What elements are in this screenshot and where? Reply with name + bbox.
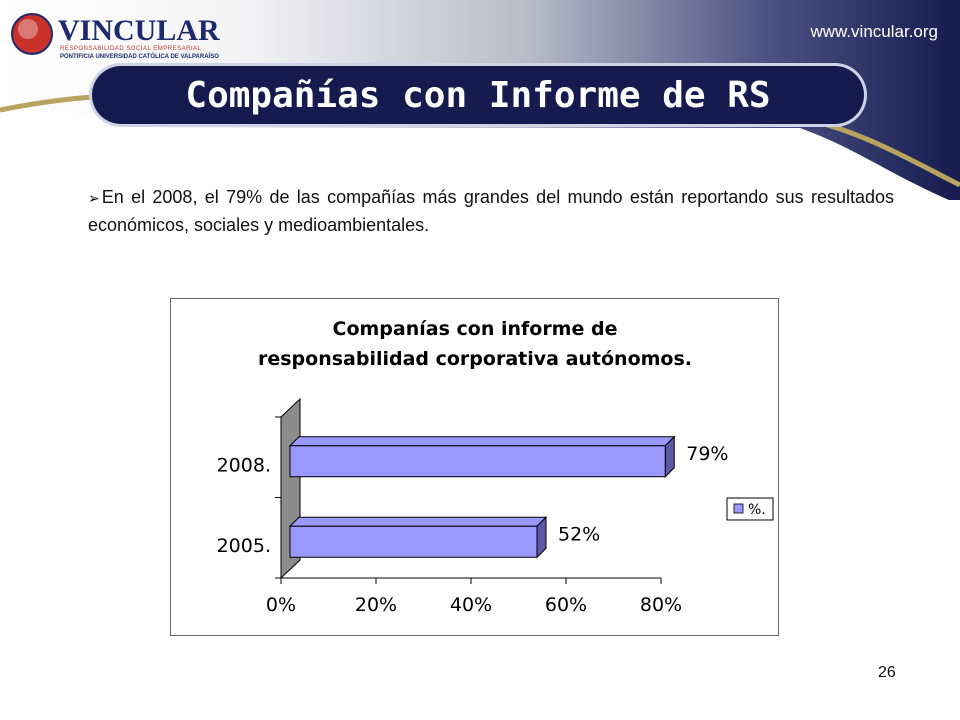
category-label: 2008.	[217, 454, 271, 476]
bar-top-face	[288, 436, 676, 447]
vincular-logo: VINCULAR RESPONSABILIDAD SOCIAL EMPRESAR…	[8, 6, 220, 66]
bullet-paragraph: ➢ En el 2008, el 79% de las compañías más…	[88, 184, 894, 239]
bar	[289, 525, 538, 558]
logo-university: PONTIFICIA UNIVERSIDAD CATÓLICA DE VALPA…	[60, 54, 219, 60]
x-tick-label: 60%	[545, 594, 587, 616]
x-tick-label: 20%	[355, 594, 397, 616]
x-tick-label: 80%	[640, 594, 682, 616]
logo-name: VINCULAR	[58, 14, 220, 47]
chart-title-line-2: responsabilidad corporativa autónomos.	[258, 348, 692, 370]
bar-top-face	[288, 516, 548, 527]
bar	[289, 445, 666, 478]
logo-tagline: RESPONSABILIDAD SOCIAL EMPRESARIAL	[60, 46, 202, 52]
chart-legend: %.	[726, 497, 774, 521]
legend-swatch	[733, 503, 744, 514]
bullet-text: En el 2008, el 79% de las compañías más …	[88, 187, 894, 235]
data-label: 79%	[686, 443, 728, 465]
x-tick-label: 40%	[450, 594, 492, 616]
website-url[interactable]: www.vincular.org	[810, 22, 938, 41]
chart-container: Companías con informe de responsabilidad…	[170, 298, 779, 636]
arrow-bullet-icon: ➢	[88, 190, 100, 206]
data-label: 52%	[558, 523, 600, 545]
page-title: Compañías con Informe de RS	[185, 74, 771, 116]
x-tick-label: 0%	[266, 594, 296, 616]
chart-title-line-1: Companías con informe de	[333, 318, 618, 340]
legend-label: %.	[748, 502, 766, 518]
globe-icon	[11, 13, 53, 55]
page-number: 26	[878, 664, 896, 681]
bar-chart: Companías con informe de responsabilidad…	[217, 318, 774, 616]
category-label: 2005.	[217, 535, 271, 557]
title-banner: Compañías con Informe de RS	[92, 66, 864, 124]
